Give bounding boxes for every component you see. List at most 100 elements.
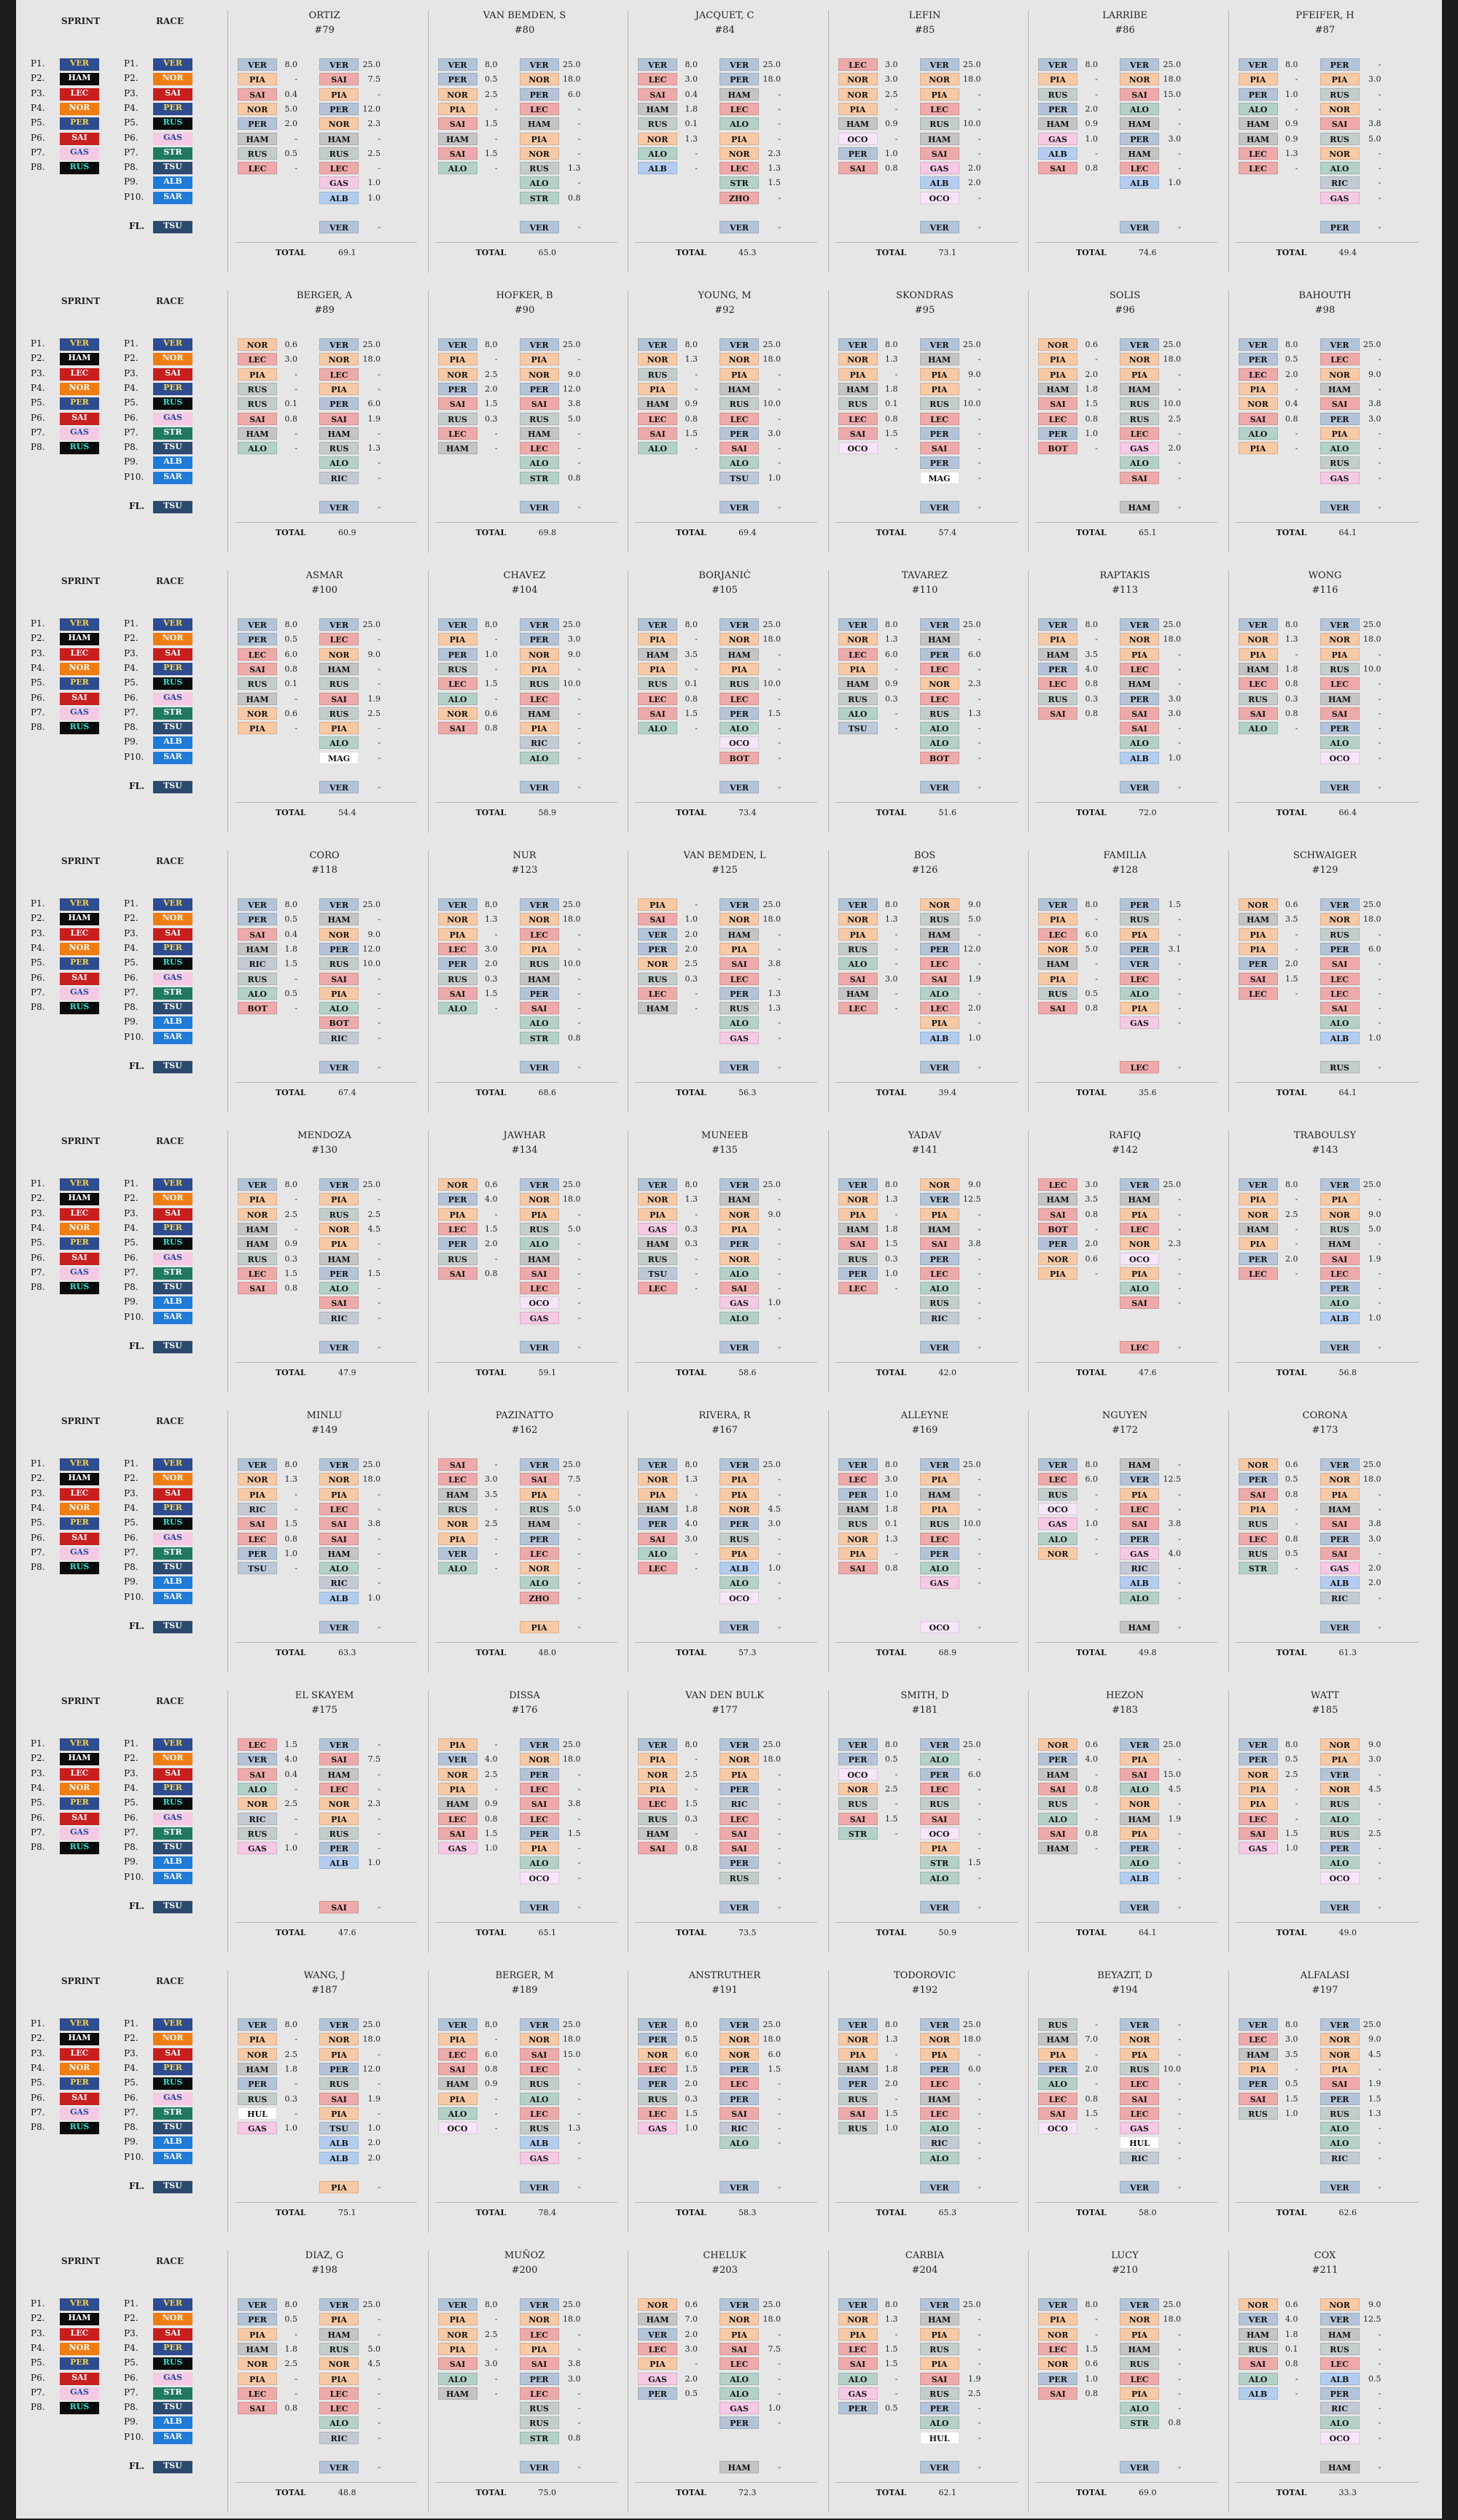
race-points: 25.0 — [563, 1740, 581, 1749]
race-pick: NOR — [1120, 1797, 1159, 1811]
sprint-pick: NOR — [838, 913, 878, 926]
sprint-points: 3.5 — [685, 649, 698, 659]
total-value: 58.6 — [738, 1368, 757, 1377]
sprint-position-label: P7. — [31, 2387, 45, 2398]
sprint-pick: LEC — [238, 648, 277, 661]
sprint-pick: ALO — [1238, 102, 1278, 115]
race-pick: RUS — [519, 162, 559, 175]
sprint-points: 0.8 — [284, 664, 298, 674]
sprint-pick: SAI — [238, 88, 277, 101]
race-points: - — [577, 944, 581, 954]
player-name: EL SKAYEM — [295, 1690, 354, 1701]
player-name: TAVAREZ — [902, 570, 948, 581]
race-points: - — [1178, 679, 1181, 689]
fastest-lap-pick: VER — [519, 1061, 559, 1073]
race-key-driver: SAR — [153, 1311, 192, 1324]
race-points: 25.0 — [563, 2300, 581, 2309]
race-pick: SAI — [1319, 397, 1360, 411]
sprint-position-label: P5. — [31, 117, 45, 128]
race-pick: RUS — [519, 2077, 559, 2091]
race-points: - — [1178, 1828, 1181, 1838]
race-points: 25.0 — [963, 1740, 981, 1749]
race-pick: VER — [519, 2298, 559, 2311]
sprint-points: 8.0 — [885, 1180, 898, 1189]
race-pick: LEC — [919, 692, 959, 705]
sprint-pick: HAM — [638, 397, 677, 411]
race-points: 1.3 — [768, 988, 781, 998]
sprint-position-label: P4. — [31, 942, 45, 953]
sprint-points: - — [1095, 1268, 1098, 1278]
sprint-pick: HAM — [238, 1237, 277, 1251]
sprint-pick: PER — [1038, 2372, 1077, 2385]
total-rule — [235, 1082, 417, 1083]
race-pick: GAS — [1120, 1016, 1159, 1030]
race-pick: PER — [519, 88, 559, 101]
sprint-pick: ALO — [838, 957, 878, 971]
race-pick: PER — [319, 1842, 359, 1855]
sprint-pick: PER — [638, 1517, 677, 1531]
race-points: - — [378, 738, 381, 748]
player-number: #187 — [311, 1985, 338, 1996]
race-key-driver: SAI — [153, 88, 192, 101]
sprint-pick: RUS — [838, 1517, 878, 1531]
race-pick: VER — [720, 1458, 759, 1471]
sprint-pick: HAM — [238, 2342, 277, 2355]
race-pick: ALO — [919, 2151, 959, 2164]
sprint-points: 1.3 — [284, 1474, 298, 1485]
sprint-pick: RUS — [238, 382, 277, 395]
race-points: - — [1378, 354, 1381, 365]
race-points: - — [778, 693, 781, 704]
sprint-points: 1.0 — [1085, 133, 1099, 144]
race-pick: SAI — [1120, 88, 1159, 101]
player-name: CHELUK — [703, 2250, 746, 2261]
player-number: #204 — [911, 2265, 938, 2276]
race-points: 3.1 — [1168, 944, 1182, 954]
sprint-pick: NOR — [838, 88, 878, 101]
race-pick: RUS — [919, 707, 959, 720]
column-divider — [427, 570, 429, 833]
player-number: #197 — [1311, 1985, 1338, 1996]
sprint-pick: PIA — [437, 102, 477, 115]
race-pick: LEC — [519, 2062, 559, 2075]
fastest-lap-points: - — [378, 1342, 381, 1352]
sprint-pick: PER — [1238, 957, 1278, 971]
band: SPRINT RACE P1. VER P2. HAM P3. LEC P4. NOR P5. PER… — [16, 840, 1442, 1120]
race-points: - — [1178, 2020, 1181, 2029]
sprint-points: 1.5 — [1285, 1828, 1298, 1838]
race-points: - — [1178, 163, 1181, 174]
race-pick: SAI — [519, 2048, 559, 2061]
sprint-pick: BOT — [1038, 1222, 1077, 1235]
sprint-pick: NOR — [638, 2048, 677, 2061]
sprint-points: - — [494, 2344, 498, 2354]
race-key-driver: NOR — [153, 1473, 192, 1486]
race-key-driver: VER — [153, 58, 192, 71]
race-points: - — [778, 1224, 781, 1234]
race-points: - — [1378, 2418, 1381, 2428]
race-points: - — [978, 413, 981, 424]
sprint-key-driver: HAM — [60, 633, 99, 646]
race-pick: LEC — [720, 972, 759, 985]
sprint-points: 3.0 — [685, 74, 698, 85]
race-pick: HAM — [519, 117, 559, 131]
race-pick: ALO — [519, 1856, 559, 1870]
race-pick: RUS — [720, 397, 759, 411]
race-points: 4.5 — [1368, 2049, 1381, 2059]
race-pick: SAI — [319, 412, 359, 425]
sprint-key-driver: NOR — [60, 1782, 99, 1795]
race-pick: ALO — [1120, 456, 1159, 470]
total-value: 57.3 — [738, 1648, 757, 1657]
race-position-label: P2. — [124, 1473, 139, 1484]
race-pick: RUS — [1319, 2342, 1360, 2355]
race-points: - — [1378, 472, 1381, 483]
race-points: - — [1178, 1592, 1181, 1603]
race-points: - — [378, 2432, 381, 2443]
sprint-header: SPRINT — [61, 1416, 101, 1426]
race-pick: HAM — [319, 913, 359, 926]
sprint-points: 2.0 — [685, 929, 698, 939]
race-points: 9.0 — [968, 900, 981, 909]
sprint-key-driver: LEC — [60, 2328, 99, 2341]
race-key-driver: GAS — [153, 1812, 192, 1825]
race-points: - — [978, 1799, 981, 1809]
sprint-pick: PER — [238, 633, 277, 646]
sprint-points: 0.3 — [685, 2093, 698, 2104]
